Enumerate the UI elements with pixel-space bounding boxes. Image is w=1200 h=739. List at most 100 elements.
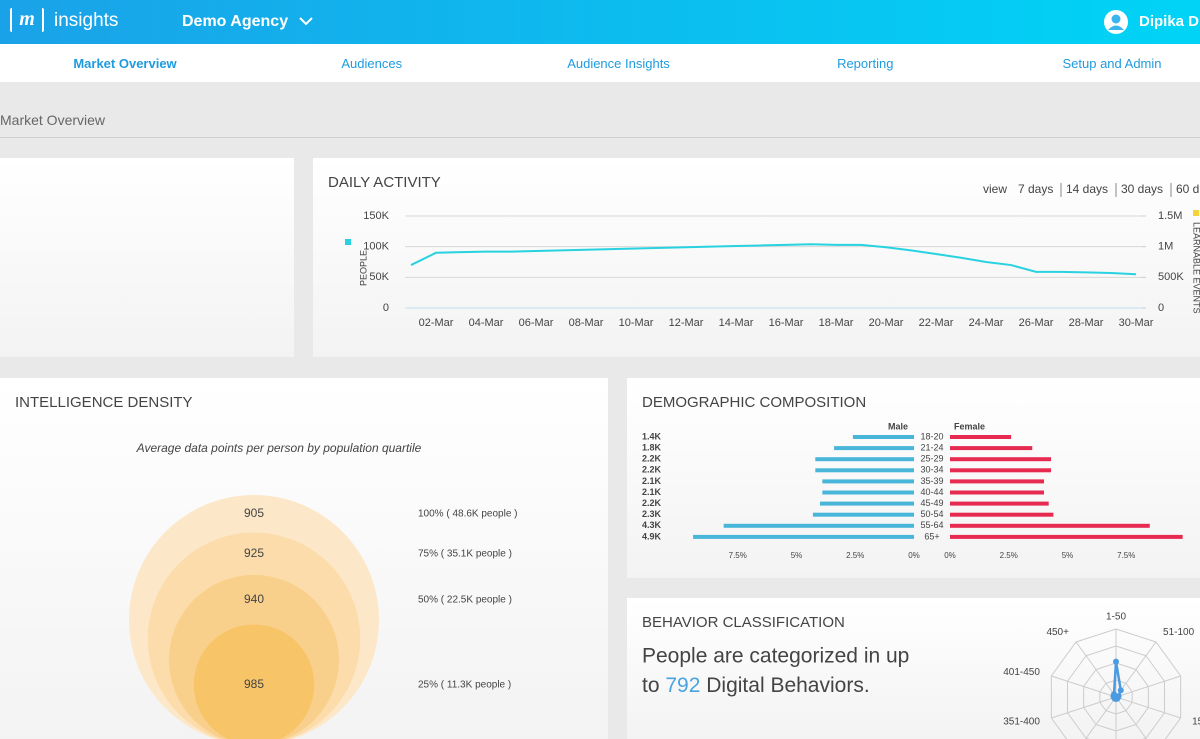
circle-value: 940 <box>244 592 264 606</box>
nav-item[interactable]: Reporting <box>837 56 894 71</box>
x-tick-label: 24-Mar <box>969 317 1004 329</box>
bar <box>950 468 1052 473</box>
legend-label: Male <box>888 421 908 431</box>
logo-text[interactable]: insights <box>54 10 119 31</box>
row-total: 1.8K <box>642 442 662 452</box>
age-label: 40-44 <box>920 487 943 497</box>
bar <box>693 534 914 539</box>
chart-title: BEHAVIOR CLASSIFICATION <box>642 614 845 631</box>
radar-label: 1-50 <box>1106 612 1126 623</box>
y2-tick-label: 1M <box>1158 241 1173 253</box>
bar <box>852 435 914 439</box>
radar-spoke <box>1051 675 1117 698</box>
row-total: 4.9K <box>642 531 662 541</box>
circle-value: 925 <box>244 546 264 560</box>
legend-swatch <box>1193 210 1199 216</box>
bar <box>950 479 1044 484</box>
x-tick-label: 2.5% <box>846 551 864 560</box>
nav-item[interactable]: Audience Insights <box>567 56 670 71</box>
x-tick-label: 7.5% <box>729 551 747 560</box>
y-axis-label: PEOPLE <box>358 250 368 286</box>
breadcrumb: Market Overview <box>0 112 106 128</box>
view-option[interactable]: 60 d <box>1176 182 1199 196</box>
quartile-label: 100% ( 48.6K people ) <box>418 508 518 519</box>
view-label: view <box>983 182 1007 196</box>
bar <box>950 523 1150 528</box>
agency-name[interactable]: Demo Agency <box>182 13 289 30</box>
view-option[interactable]: 7 days <box>1018 182 1053 196</box>
summary-number: 792 <box>665 674 700 697</box>
circle-value: 905 <box>244 506 264 520</box>
radar-spoke <box>1084 696 1117 739</box>
legend-swatch <box>345 239 351 245</box>
age-label: 35-39 <box>920 476 943 486</box>
x-tick-label: 02-Mar <box>419 317 454 329</box>
nav-item[interactable]: Market Overview <box>73 56 177 71</box>
legend-label: Female <box>954 421 985 431</box>
summary-line: People are categorized in up <box>642 645 909 668</box>
nav-item[interactable]: Audiences <box>341 56 403 71</box>
x-tick-label: 0% <box>908 551 920 560</box>
y-tick-label: 100K <box>363 241 389 253</box>
age-label: 65+ <box>924 531 939 541</box>
age-label: 50-54 <box>920 509 943 519</box>
age-label: 18-20 <box>920 431 943 441</box>
x-tick-label: 16-Mar <box>769 317 804 329</box>
radar-spoke <box>1115 641 1157 698</box>
age-label: 25-29 <box>920 454 943 464</box>
radar-point <box>1113 658 1119 665</box>
y2-tick-label: 0 <box>1158 302 1164 314</box>
logo-mark[interactable]: m <box>10 8 44 32</box>
panel <box>627 598 1200 739</box>
summary-line: to 792 Digital Behaviors. <box>642 674 870 697</box>
x-tick-label: 0% <box>944 551 956 560</box>
y-tick-label: 50K <box>369 271 389 283</box>
chart-title: INTELLIGENCE DENSITY <box>15 394 193 411</box>
radar-point <box>1111 691 1118 698</box>
chart-title: DEMOGRAPHIC COMPOSITION <box>642 394 866 411</box>
view-option[interactable]: 14 days <box>1066 182 1108 196</box>
bar <box>950 435 1012 439</box>
x-tick-label: 2.5% <box>1000 551 1018 560</box>
radar-spoke <box>1115 675 1181 698</box>
radar-label: 51-100 <box>1163 627 1195 638</box>
view-option[interactable]: 30 days <box>1121 182 1163 196</box>
panel <box>627 378 1200 578</box>
density-circle <box>193 624 315 739</box>
radar-label: 15 <box>1192 716 1200 727</box>
bar <box>815 457 914 462</box>
radar-spoke <box>1115 696 1181 719</box>
row-total: 2.1K <box>642 487 662 497</box>
y2-tick-label: 500K <box>1158 271 1184 283</box>
panel <box>313 158 1200 357</box>
bar <box>822 490 914 495</box>
age-label: 30-34 <box>920 465 943 475</box>
bar <box>950 446 1033 451</box>
nav-item[interactable]: Setup and Admin <box>1062 56 1162 71</box>
chart-title: DAILY ACTIVITY <box>328 174 441 191</box>
row-total: 2.3K <box>642 509 662 519</box>
radar-point <box>1117 687 1124 694</box>
y-tick-label: 0 <box>383 302 389 314</box>
row-total: 4.3K <box>642 520 662 530</box>
divider <box>0 137 1200 138</box>
bar <box>950 512 1054 517</box>
user-avatar[interactable] <box>1104 10 1128 34</box>
age-label: 55-64 <box>920 520 943 530</box>
bar <box>950 490 1044 495</box>
user-name[interactable]: Dipika D <box>1139 13 1200 30</box>
age-label: 21-24 <box>920 442 943 452</box>
age-label: 45-49 <box>920 498 943 508</box>
x-tick-label: 20-Mar <box>869 317 904 329</box>
summary-text: Digital Behaviors. <box>706 674 869 697</box>
x-tick-label: 18-Mar <box>819 317 854 329</box>
x-tick-label: 26-Mar <box>1019 317 1054 329</box>
agency-chevron[interactable] <box>299 16 313 26</box>
radar-ring <box>1050 628 1182 739</box>
x-tick-label: 22-Mar <box>919 317 954 329</box>
data-line <box>410 243 1137 276</box>
x-tick-label: 12-Mar <box>669 317 704 329</box>
row-total: 2.2K <box>642 498 662 508</box>
